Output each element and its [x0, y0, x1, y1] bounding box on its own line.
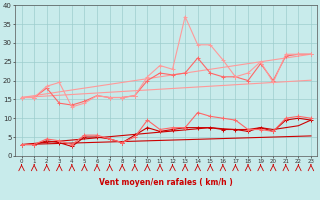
X-axis label: Vent moyen/en rafales ( km/h ): Vent moyen/en rafales ( km/h ) — [100, 178, 233, 187]
